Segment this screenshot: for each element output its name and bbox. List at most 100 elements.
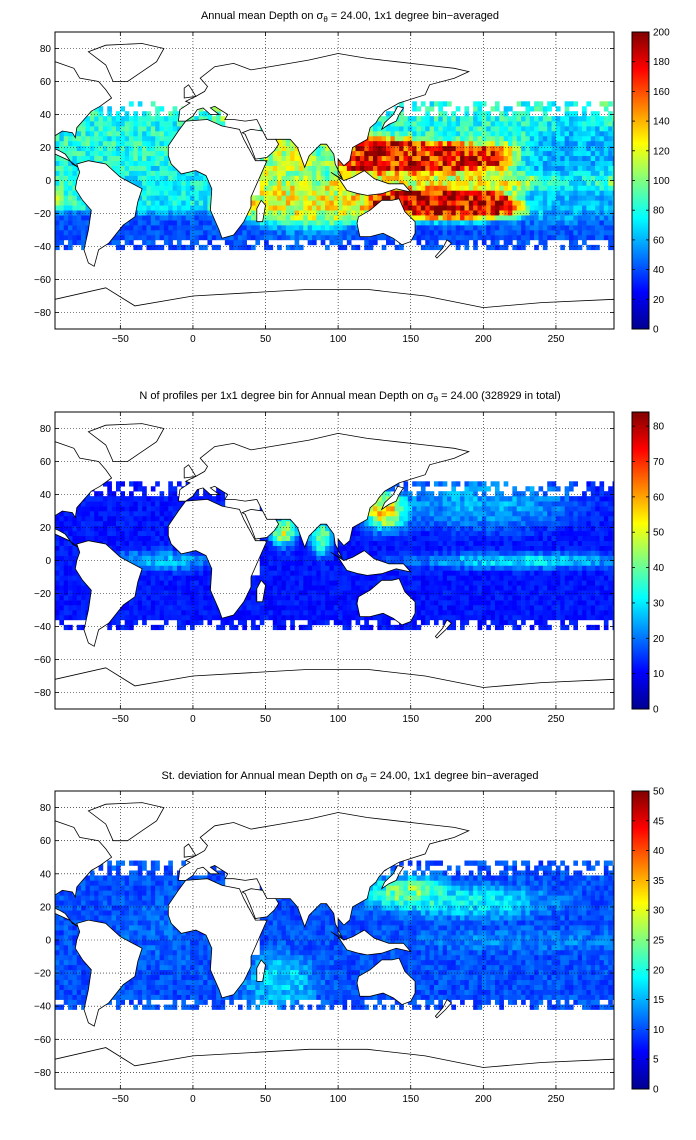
heat-cell xyxy=(494,170,500,176)
heat-cell xyxy=(285,610,291,616)
heat-cell xyxy=(538,234,544,241)
heat-cell xyxy=(442,175,448,181)
heat-cell xyxy=(146,210,152,216)
heat-cell xyxy=(89,530,95,537)
heat-cell xyxy=(372,234,378,241)
heat-cell xyxy=(172,116,178,122)
heat-cell xyxy=(124,496,130,502)
heat-cell xyxy=(63,614,69,621)
heat-cell xyxy=(194,555,200,561)
heat-cell xyxy=(590,121,596,127)
heat-cell xyxy=(568,190,574,196)
heat-cell xyxy=(403,131,409,137)
heat-cell xyxy=(429,205,435,211)
heat-cell xyxy=(89,520,95,527)
heat-cell xyxy=(551,131,557,137)
heat-cell xyxy=(455,230,461,236)
heat-cell xyxy=(608,126,613,132)
heat-cell xyxy=(416,106,422,112)
heat-cell xyxy=(538,195,544,201)
heat-cell xyxy=(381,160,387,166)
heat-cell xyxy=(416,116,422,122)
heat-cell xyxy=(281,205,287,211)
heat-cell xyxy=(150,140,156,147)
heat-cell xyxy=(281,610,287,616)
heat-cell xyxy=(433,126,439,132)
heat-cell xyxy=(68,205,73,211)
heat-cell xyxy=(277,545,282,551)
heat-cell xyxy=(229,614,234,621)
heat-cell xyxy=(355,150,361,157)
heat-cell xyxy=(429,225,435,231)
heat-cell xyxy=(168,506,173,512)
heat-cell xyxy=(477,140,483,147)
heat-cell xyxy=(455,155,461,161)
heat-cell xyxy=(172,131,178,137)
heat-cell xyxy=(133,155,139,161)
heat-cell xyxy=(68,595,73,601)
heat-cell xyxy=(508,150,513,157)
heat-cell xyxy=(403,121,409,127)
heat-cell xyxy=(55,239,60,246)
heat-cell xyxy=(307,239,313,246)
heat-cell xyxy=(429,190,435,196)
heat-cell xyxy=(320,185,326,191)
heat-cell xyxy=(120,150,125,157)
heat-cell xyxy=(599,131,605,137)
heat-cell xyxy=(155,511,160,517)
heat-cell xyxy=(81,501,86,507)
heat-cell xyxy=(129,230,134,236)
heat-cell xyxy=(120,515,125,522)
heat-cell xyxy=(412,175,417,181)
heat-cell xyxy=(190,619,195,626)
heat-cell xyxy=(516,170,522,176)
heat-cell xyxy=(468,185,474,191)
grid-lines xyxy=(55,32,614,329)
heat-cell xyxy=(94,496,99,502)
heat-cell xyxy=(146,140,152,147)
heat-cell xyxy=(447,126,452,132)
heat-cell xyxy=(447,150,452,157)
heat-cell xyxy=(486,180,491,186)
heat-cell xyxy=(272,195,278,201)
heat-cell xyxy=(473,225,478,231)
heat-cell xyxy=(150,239,156,246)
heat-cell xyxy=(220,121,226,127)
heat-cell xyxy=(577,200,583,206)
heat-cell xyxy=(595,155,600,161)
heat-cell xyxy=(425,230,430,236)
heat-cell xyxy=(111,239,117,246)
heat-cell xyxy=(155,170,160,176)
heat-cell xyxy=(76,155,82,161)
heat-cell xyxy=(150,496,156,502)
heat-cell xyxy=(251,215,256,221)
heat-cell xyxy=(133,126,139,132)
heat-cell xyxy=(159,160,165,166)
heat-cell xyxy=(115,525,121,532)
x-tick-label: 150 xyxy=(402,334,419,345)
heat-cell xyxy=(429,140,435,147)
heat-cell xyxy=(68,175,73,181)
heat-cell xyxy=(316,230,322,236)
heat-cell xyxy=(85,525,91,532)
heat-cell xyxy=(59,155,65,161)
heat-cell xyxy=(603,116,609,122)
heat-cell xyxy=(386,145,391,152)
heat-cell xyxy=(508,175,513,181)
heat-cell xyxy=(55,200,60,206)
heat-cell xyxy=(290,555,295,561)
heat-cell xyxy=(560,150,565,157)
heat-cell xyxy=(268,155,274,161)
heat-cell xyxy=(290,540,295,546)
heat-cell xyxy=(534,165,539,171)
heat-cell xyxy=(85,600,91,606)
heat-cell xyxy=(433,140,439,147)
heat-cell xyxy=(242,610,247,616)
heat-cell xyxy=(163,506,169,512)
heat-cell xyxy=(68,575,73,581)
heat-cell xyxy=(433,244,439,251)
heat-cell xyxy=(399,101,404,107)
heat-cell xyxy=(272,190,278,196)
heat-cell xyxy=(155,220,160,226)
heat-cell xyxy=(94,150,99,157)
